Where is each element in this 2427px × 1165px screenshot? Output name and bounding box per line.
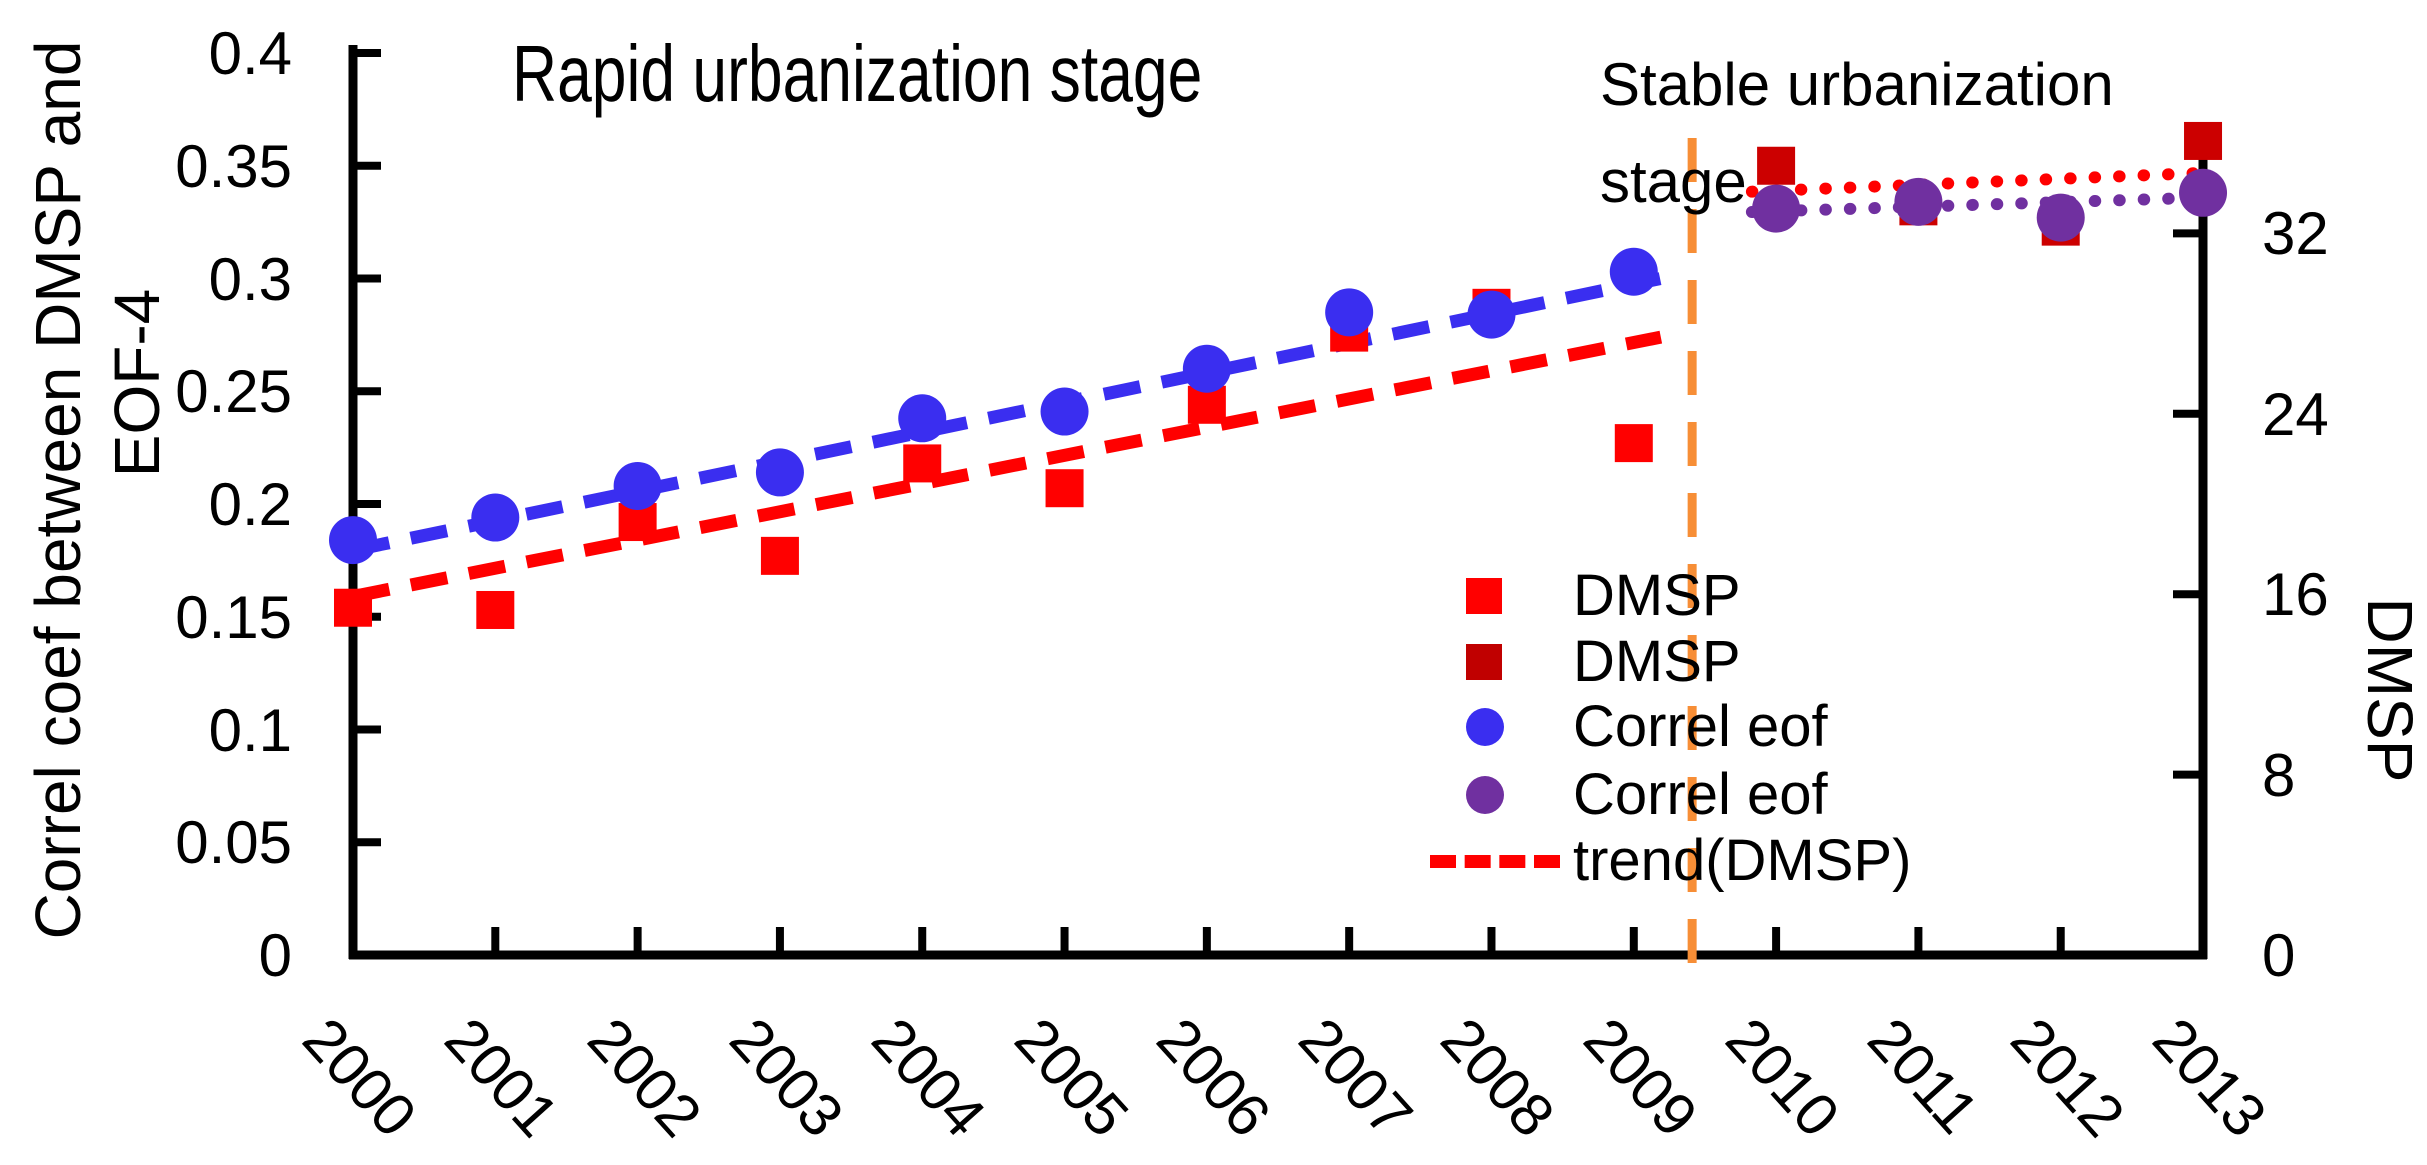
- correl-eof-point-2004: [898, 394, 947, 443]
- left-axis-tick-label: 0.35: [175, 132, 292, 200]
- correl-eof-point-2003: [755, 448, 804, 497]
- left-axis-tick-label: 0.15: [175, 583, 292, 651]
- legend-item-dmsp-rapid: DMSP: [1430, 563, 2050, 629]
- right-axis-tick-label: 24: [2262, 380, 2329, 448]
- dark-red-square-icon: [1466, 644, 1502, 680]
- dmsp-point-2003: [760, 536, 799, 575]
- right-axis-tick-label: 0: [2262, 922, 2296, 989]
- legend-item-trend-dmsp: trend(DMSP): [1430, 828, 2050, 894]
- correl-eof-point-2006: [1182, 344, 1231, 393]
- correl-eof-point-2002: [613, 461, 662, 510]
- dmsp-point-2000: [334, 588, 372, 627]
- legend-item-label: DMSP: [1573, 563, 1741, 628]
- red-square-icon: [1466, 578, 1502, 614]
- correl-eof-point-2000: [329, 516, 377, 565]
- correl-eof-point-2012: [2036, 193, 2085, 242]
- left-axis-tick-label: 0.2: [208, 471, 292, 538]
- legend-item-label: trend(DMSP): [1573, 828, 1912, 893]
- correl-eof-point-2001: [471, 493, 520, 542]
- trend-line-stable: [1745, 191, 2218, 218]
- red-dashed-line-icon: [1430, 855, 1560, 868]
- correl-eof-point-2008: [1467, 290, 1516, 339]
- legend-item-label: Correl eof: [1573, 694, 1828, 759]
- stable-stage-annotation-line2: stage: [1600, 148, 1747, 215]
- purple-circle-icon: [1466, 776, 1504, 814]
- correl-eof-point-2011: [1894, 177, 1943, 226]
- legend-item-correl-eof-stable: Correl eof: [1430, 762, 2050, 828]
- legend-item-dmsp-stable: DMSP: [1430, 629, 2050, 695]
- right-axis-title: DMSP: [2354, 597, 2426, 783]
- trend-line-rapid: [351, 330, 1663, 603]
- left-axis-title-line1: Correl coef between DMSP and: [22, 40, 94, 940]
- dmsp-point-2001: [476, 590, 515, 629]
- legend-item-correl-eof-rapid: Correl eof: [1430, 694, 2050, 760]
- left-axis-tick-label: 0.25: [175, 358, 292, 426]
- dmsp-point-2005: [1045, 469, 1084, 508]
- stable-stage-annotation-line1: Stable urbanization: [1600, 51, 2114, 118]
- legend-item-label: DMSP: [1573, 629, 1741, 694]
- trend-line-stable: [1745, 166, 2218, 198]
- correl-eof-point-2007: [1325, 288, 1374, 337]
- correl-eof-point-2009: [1609, 247, 1658, 296]
- right-axis-tick-label: 32: [2262, 200, 2329, 268]
- right-axis-tick-label: 16: [2262, 561, 2329, 629]
- dmsp-point-2009: [1614, 424, 1653, 463]
- trend-line-rapid: [351, 272, 1663, 557]
- right-axis-tick-label: 8: [2262, 741, 2296, 809]
- dmsp-point-2010: [1757, 146, 1796, 185]
- left-axis-tick-label: 0.4: [208, 20, 292, 87]
- left-axis-tick-label: 0: [258, 922, 292, 989]
- rapid-stage-annotation: Rapid urbanization stage: [512, 29, 1203, 118]
- left-axis-tick-label: 0.1: [208, 696, 292, 764]
- blue-circle-icon: [1466, 708, 1504, 746]
- correl-eof-point-2005: [1040, 387, 1089, 436]
- dmsp-point-2004: [903, 444, 942, 483]
- correl-eof-point-2010: [1752, 184, 1801, 233]
- left-axis-tick-label: 0.05: [175, 809, 292, 877]
- dmsp-point-2013: [2184, 121, 2223, 160]
- correl-eof-point-2013: [2179, 168, 2228, 217]
- legend-item-label: Correl eof: [1573, 762, 1828, 827]
- left-axis-tick-label: 0.3: [208, 245, 292, 313]
